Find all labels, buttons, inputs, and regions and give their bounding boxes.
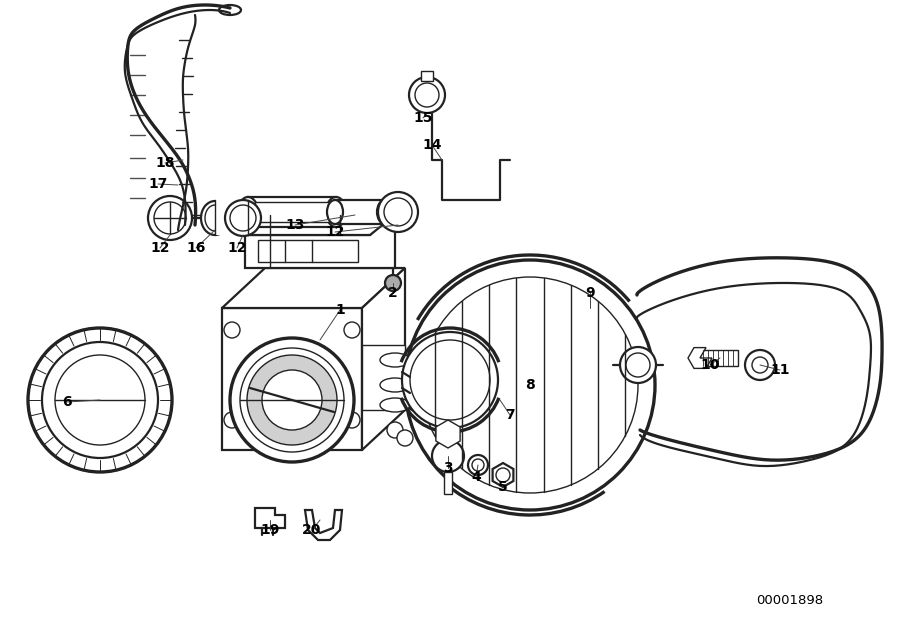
Text: 4: 4 xyxy=(471,470,481,484)
Circle shape xyxy=(224,412,240,428)
Bar xyxy=(215,200,248,235)
Polygon shape xyxy=(222,268,405,308)
Circle shape xyxy=(384,198,412,226)
Circle shape xyxy=(42,342,158,458)
Circle shape xyxy=(247,355,337,445)
Circle shape xyxy=(405,260,655,510)
Circle shape xyxy=(415,83,439,107)
Text: 12: 12 xyxy=(325,225,345,239)
Ellipse shape xyxy=(380,398,410,412)
Circle shape xyxy=(432,440,464,472)
Polygon shape xyxy=(245,215,395,235)
Bar xyxy=(362,345,405,410)
Bar xyxy=(258,240,358,262)
Circle shape xyxy=(230,205,256,231)
Text: 11: 11 xyxy=(770,363,790,377)
Ellipse shape xyxy=(628,338,646,413)
Polygon shape xyxy=(688,347,712,368)
Text: 1: 1 xyxy=(335,303,345,317)
Circle shape xyxy=(620,347,656,383)
Polygon shape xyxy=(362,268,405,450)
Circle shape xyxy=(240,348,344,452)
Circle shape xyxy=(385,275,401,291)
Circle shape xyxy=(422,277,638,493)
Bar xyxy=(421,71,433,81)
Circle shape xyxy=(148,196,192,240)
Bar xyxy=(444,472,452,494)
Text: 00001898: 00001898 xyxy=(756,594,824,606)
Polygon shape xyxy=(222,308,362,450)
Bar xyxy=(255,202,329,222)
Circle shape xyxy=(224,322,240,338)
Text: 16: 16 xyxy=(186,241,206,255)
Circle shape xyxy=(28,328,172,472)
Circle shape xyxy=(262,370,322,430)
Circle shape xyxy=(409,77,445,113)
Circle shape xyxy=(387,422,403,438)
Text: 14: 14 xyxy=(422,138,442,152)
Text: 3: 3 xyxy=(443,461,453,475)
Circle shape xyxy=(344,322,360,338)
Circle shape xyxy=(225,200,261,236)
Circle shape xyxy=(397,357,453,413)
Text: 2: 2 xyxy=(388,286,398,300)
Text: 5: 5 xyxy=(498,480,508,494)
Circle shape xyxy=(402,332,498,428)
Circle shape xyxy=(397,430,413,446)
Ellipse shape xyxy=(219,5,241,15)
Circle shape xyxy=(626,353,650,377)
Text: 18: 18 xyxy=(155,156,175,170)
Circle shape xyxy=(55,355,145,445)
Text: 10: 10 xyxy=(700,358,720,372)
Polygon shape xyxy=(245,210,395,268)
Circle shape xyxy=(403,363,447,407)
Text: 12: 12 xyxy=(150,241,170,255)
Text: 19: 19 xyxy=(260,523,280,537)
Text: 8: 8 xyxy=(525,378,535,392)
Ellipse shape xyxy=(326,197,346,227)
Circle shape xyxy=(468,455,488,475)
Ellipse shape xyxy=(327,200,343,224)
Circle shape xyxy=(745,350,775,380)
Circle shape xyxy=(230,338,354,462)
Circle shape xyxy=(344,412,360,428)
Circle shape xyxy=(154,202,186,234)
Text: 9: 9 xyxy=(585,286,595,300)
Ellipse shape xyxy=(380,378,410,392)
Text: 17: 17 xyxy=(148,177,167,191)
Polygon shape xyxy=(305,510,342,540)
Text: 20: 20 xyxy=(302,523,321,537)
Text: 15: 15 xyxy=(413,111,433,125)
Ellipse shape xyxy=(377,200,393,224)
Polygon shape xyxy=(255,508,285,528)
Ellipse shape xyxy=(238,197,258,227)
Text: 7: 7 xyxy=(505,408,515,422)
Bar xyxy=(700,350,738,366)
Text: 13: 13 xyxy=(285,218,305,232)
Ellipse shape xyxy=(380,353,410,367)
Circle shape xyxy=(410,340,490,420)
Ellipse shape xyxy=(205,205,225,231)
Text: 12: 12 xyxy=(227,241,247,255)
Text: 6: 6 xyxy=(62,395,72,409)
Bar xyxy=(248,197,336,227)
Bar xyxy=(335,200,385,224)
Circle shape xyxy=(378,192,418,232)
Ellipse shape xyxy=(201,201,229,235)
